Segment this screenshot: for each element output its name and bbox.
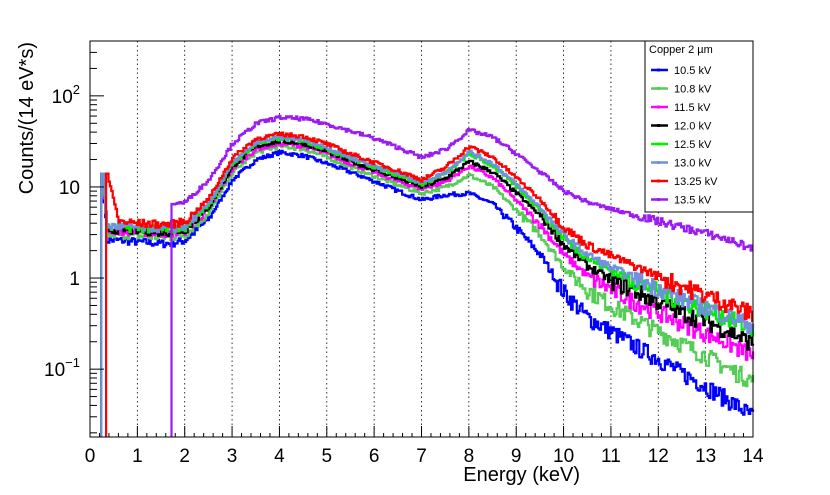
legend-title: Copper 2 µm — [649, 44, 713, 56]
y-tick-label: 102 — [52, 82, 80, 108]
series-line — [100, 143, 755, 437]
x-tick-label: 5 — [321, 446, 332, 467]
x-tick-label: 8 — [464, 446, 475, 467]
x-tick-label: 9 — [511, 446, 522, 467]
y-tick-label: 1 — [69, 269, 80, 290]
legend-marker — [657, 124, 660, 127]
series-10_8kV — [100, 143, 755, 437]
legend-label: 10.8 kV — [674, 84, 712, 96]
series-layer — [100, 114, 755, 437]
x-tick-label: 4 — [274, 446, 285, 467]
legend-marker — [657, 87, 660, 90]
legend-label: 10.5 kV — [674, 65, 712, 77]
legend-label: 12.5 kV — [674, 139, 712, 151]
x-tick-label: 6 — [369, 446, 380, 467]
legend-label: 13.25 kV — [674, 176, 718, 188]
x-axis-title: Energy (keV) — [463, 464, 580, 486]
x-tick-label: 0 — [85, 446, 96, 467]
legend-label: 11.5 kV — [674, 102, 711, 114]
legend-marker — [657, 198, 660, 201]
series-line — [100, 149, 755, 437]
y-axis: 10−1 1 10 102 — [44, 40, 104, 434]
y-axis-title: Counts/(14 eV*s) — [16, 42, 38, 194]
legend: Copper 2 µm 10.5 kV 10.8 kV 11.5 kV 12.0 kV… — [644, 40, 754, 213]
x-tick-label: 3 — [227, 446, 238, 467]
legend-marker — [657, 105, 660, 109]
x-tick-label: 13 — [695, 446, 716, 467]
x-tick-label: 12 — [648, 446, 669, 467]
legend-marker — [657, 142, 660, 146]
x-axis: 0 1 2 3 4 5 6 7 8 9 10 11 12 13 14 — [85, 426, 764, 467]
x-tick-label: 1 — [132, 446, 143, 467]
legend-label: 12.0 kV — [674, 121, 712, 133]
series-13_0kV — [100, 134, 755, 437]
legend-label: 13.0 kV — [674, 158, 712, 170]
x-tick-label: 7 — [416, 446, 427, 467]
legend-marker — [657, 161, 660, 164]
grid — [136, 41, 707, 437]
series-10_5kV — [100, 149, 755, 437]
legend-marker — [657, 179, 660, 183]
series-line — [170, 114, 754, 437]
x-tick-label: 10 — [553, 446, 574, 467]
x-tick-label: 11 — [601, 446, 621, 467]
series-13_5kV — [170, 114, 754, 437]
y-tick-label: 10−1 — [44, 355, 80, 381]
x-tick-label: 2 — [179, 446, 190, 467]
series-13_25kV — [105, 131, 754, 437]
y-tick-label: 10 — [59, 178, 80, 199]
series-line — [100, 134, 755, 437]
x-tick-label: 14 — [742, 446, 764, 467]
series-line — [105, 131, 754, 437]
legend-marker — [657, 68, 660, 72]
legend-label: 13.5 kV — [674, 195, 712, 207]
